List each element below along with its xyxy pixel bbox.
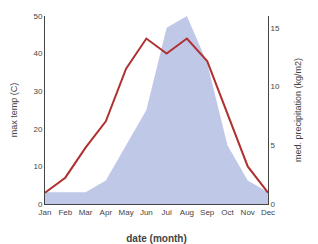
svg-text:30: 30 [33,87,42,96]
svg-text:Feb: Feb [58,208,72,217]
svg-text:0: 0 [38,200,43,209]
svg-text:Oct: Oct [221,208,234,217]
svg-text:max temp (C): max temp (C) [9,83,19,138]
svg-text:May: May [119,208,134,217]
svg-text:Apr: Apr [100,208,113,217]
svg-text:med. precipitation (kg/m2): med. precipitation (kg/m2) [293,58,303,162]
svg-text:10: 10 [271,82,280,91]
svg-text:Jun: Jun [140,208,153,217]
svg-text:Mar: Mar [79,208,93,217]
svg-text:Nov: Nov [241,208,255,217]
svg-text:15: 15 [271,24,280,33]
svg-text:Aug: Aug [180,208,194,217]
svg-text:10: 10 [33,162,42,171]
svg-text:40: 40 [33,49,42,58]
svg-text:20: 20 [33,125,42,134]
svg-text:Sep: Sep [200,208,215,217]
svg-text:5: 5 [271,141,276,150]
svg-text:0: 0 [271,200,276,209]
svg-text:date (month): date (month) [126,233,187,244]
svg-text:Jan: Jan [39,208,52,217]
svg-text:Dec: Dec [261,208,275,217]
svg-text:Jul: Jul [162,208,172,217]
svg-text:50: 50 [33,12,42,21]
